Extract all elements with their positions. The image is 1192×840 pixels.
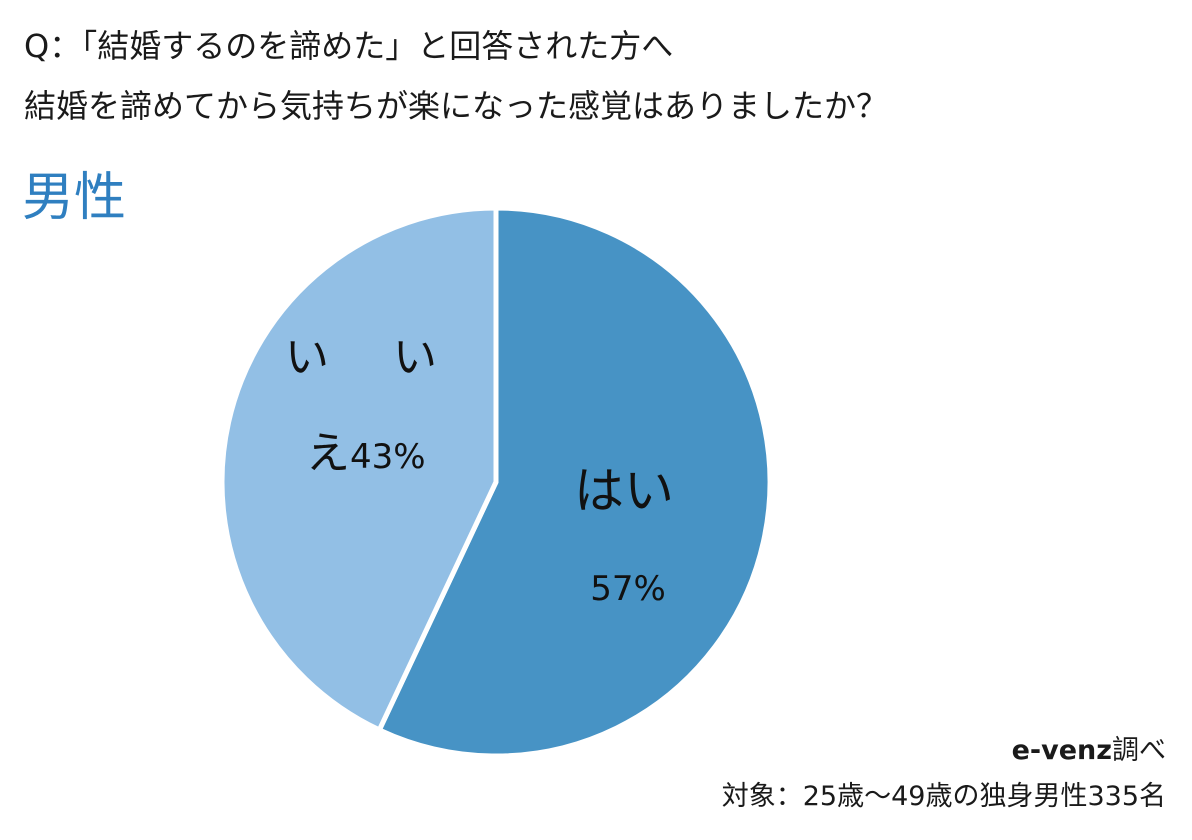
pie-slice-yes [376,205,773,759]
slice-label-no: いい [285,332,501,383]
pie-labels: はい 57% いい え43% [285,332,674,609]
source-suffix: 調べ [1112,735,1166,766]
slice-label-yes: はい [574,462,674,520]
group-label: 男性 [22,168,127,228]
survey-target: 対象：25歳〜49歳の独身男性335名 [721,781,1166,812]
question-line-2: 結婚を諦めてから気持ちが楽になった感覚はありましたか？ [24,87,889,125]
pie-slice-no [219,205,499,733]
slice-label-no-wrap: え43% [306,428,426,479]
question-line-1: Q：「結婚するのを諦めた」と回答された方へ [24,27,674,65]
pie-slices [219,205,773,759]
slice-value-yes: 57% [590,569,666,609]
source-brand: e-venz [1011,735,1112,766]
source-credit: e-venz調べ [1012,734,1166,768]
